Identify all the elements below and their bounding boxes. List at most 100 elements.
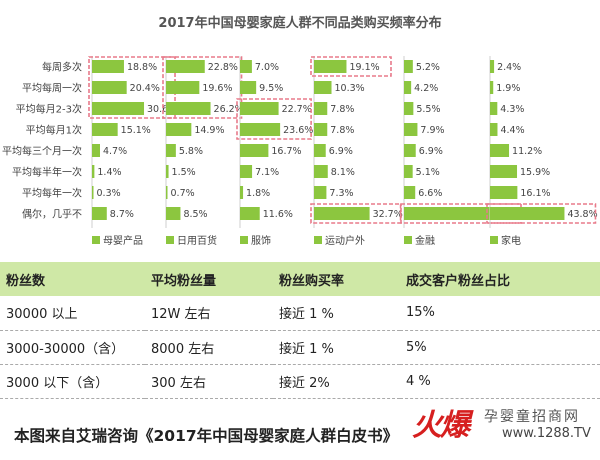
- legend-label: 日用百货: [177, 234, 217, 247]
- legend-label: 服饰: [251, 234, 271, 247]
- chart-svg: 每周多次平均每周一次平均每月2-3次平均每月1次平均每三个月一次平均每半年一次平…: [2, 56, 598, 247]
- legend-label: 金融: [415, 234, 435, 247]
- bar: [92, 144, 100, 157]
- legend-label: 运动户外: [325, 234, 365, 247]
- bar-value-label: 5.1%: [416, 167, 440, 178]
- table-cell: 接近 1 %: [273, 296, 400, 331]
- row-label: 平均每周一次: [22, 82, 82, 95]
- bar-value-label: 6.9%: [419, 146, 443, 157]
- highlight-box: [236, 98, 312, 140]
- bar: [314, 102, 328, 115]
- table-cell: 5%: [400, 330, 600, 365]
- bar-value-label: 8.1%: [331, 167, 355, 178]
- bar: [490, 81, 494, 94]
- bar-value-label: 1.5%: [172, 167, 196, 178]
- table-header-cell: 平均粉丝量: [145, 262, 273, 296]
- bar: [240, 81, 257, 94]
- bar: [92, 102, 145, 115]
- bar-value-label: 8.7%: [110, 209, 134, 220]
- bar: [490, 165, 518, 178]
- bar-value-label: 23.6%: [283, 125, 313, 136]
- table-header-cell: 粉丝购买率: [273, 262, 400, 296]
- table-cell: 接近 1 %: [273, 330, 400, 365]
- highlight-box: [310, 56, 392, 77]
- legend-label: 母婴产品: [103, 234, 143, 247]
- bar-value-label: 30.6%: [147, 104, 177, 115]
- watermark-logo: 火爆: [412, 408, 470, 443]
- bar-value-label: 5.5%: [416, 104, 440, 115]
- bar: [240, 186, 244, 199]
- bar-value-label: 4.7%: [103, 146, 127, 157]
- table-cell: 300 左右: [145, 364, 273, 399]
- bar: [92, 165, 95, 178]
- bar: [240, 60, 252, 73]
- legend-swatch: [490, 236, 498, 244]
- bar-value-label: 26.2%: [214, 104, 244, 115]
- bar-value-label: 1.4%: [97, 167, 121, 178]
- bar-value-label: 0.3%: [97, 188, 121, 199]
- bar-value-label: 7.8%: [330, 125, 354, 136]
- bar: [166, 207, 181, 220]
- bar-value-label: 22.8%: [208, 62, 238, 73]
- chart-title: 2017年中国母婴家庭人群不同品类购买频率分布: [158, 16, 442, 31]
- bar-value-label: 10.3%: [335, 83, 365, 94]
- bar: [490, 186, 518, 199]
- bar: [240, 123, 281, 136]
- bar-value-label: 8.5%: [183, 209, 207, 220]
- watermark-site-name: 孕婴童招商网: [484, 409, 580, 425]
- bar-value-label: 1.9%: [496, 83, 520, 94]
- bar-value-label: 7.9%: [420, 125, 444, 136]
- table-header-cell: 成交客户粉丝占比: [400, 262, 600, 296]
- bar: [240, 102, 279, 115]
- bar-value-label: 7.8%: [330, 104, 354, 115]
- bar-value-label: 11.2%: [512, 146, 542, 157]
- bar-value-label: 4.2%: [414, 83, 438, 94]
- legend-swatch: [240, 236, 248, 244]
- row-label: 偶尔，几乎不: [22, 208, 82, 221]
- highlight-box: [310, 203, 402, 224]
- bar-value-label: 20.4%: [130, 83, 160, 94]
- table-row: 3000-30000（含） 8000 左右 接近 1 % 5%: [0, 330, 600, 365]
- bar: [240, 207, 260, 220]
- row-label: 平均每月2-3次: [16, 103, 82, 116]
- bar: [404, 60, 413, 73]
- table-cell: 8000 左右: [145, 330, 273, 365]
- legend-swatch: [92, 236, 100, 244]
- table-cell: 接近 2%: [273, 364, 400, 399]
- row-label: 平均每三个月一次: [2, 145, 82, 158]
- bar: [314, 123, 328, 136]
- bar-value-label: 6.9%: [329, 146, 353, 157]
- bar-value-label: 5.2%: [416, 62, 440, 73]
- table-header-row: 粉丝数 平均粉丝量 粉丝购买率 成交客户粉丝占比: [0, 262, 600, 296]
- bar: [490, 207, 565, 220]
- bar-value-label: 7.3%: [329, 188, 353, 199]
- bar-value-label: 19.6%: [202, 83, 232, 94]
- legend-swatch: [166, 236, 174, 244]
- bar-value-label: 5.8%: [179, 146, 203, 157]
- bar-value-label: 32.7%: [373, 209, 403, 220]
- bar-value-label: 43.8%: [567, 209, 597, 220]
- table-cell: 12W 左右: [145, 296, 273, 331]
- row-label: 每周多次: [42, 61, 82, 74]
- bar-value-label: 18.8%: [127, 62, 157, 73]
- watermark-url: www.1288.TV: [502, 426, 591, 441]
- bar-value-label: 15.1%: [121, 125, 151, 136]
- legend-label: 家电: [501, 234, 521, 247]
- bar: [166, 60, 205, 73]
- bar-value-label: 19.1%: [349, 62, 379, 73]
- bar: [404, 81, 412, 94]
- bar: [404, 102, 414, 115]
- bar: [92, 60, 124, 73]
- bar: [166, 81, 200, 94]
- bar: [166, 102, 211, 115]
- bar-value-label: 7.1%: [255, 167, 279, 178]
- legend-swatch: [314, 236, 322, 244]
- bar-value-label: 15.9%: [520, 167, 550, 178]
- row-label: 平均每半年一次: [12, 166, 82, 179]
- bar: [404, 186, 416, 199]
- bar-value-label: 14.9%: [194, 125, 224, 136]
- bar-value-label: 16.7%: [271, 146, 301, 157]
- bar-value-label: 0.7%: [171, 188, 195, 199]
- watermark: 火爆 孕婴童招商网 www.1288.TV: [412, 400, 592, 450]
- table-cell: 15%: [400, 296, 600, 331]
